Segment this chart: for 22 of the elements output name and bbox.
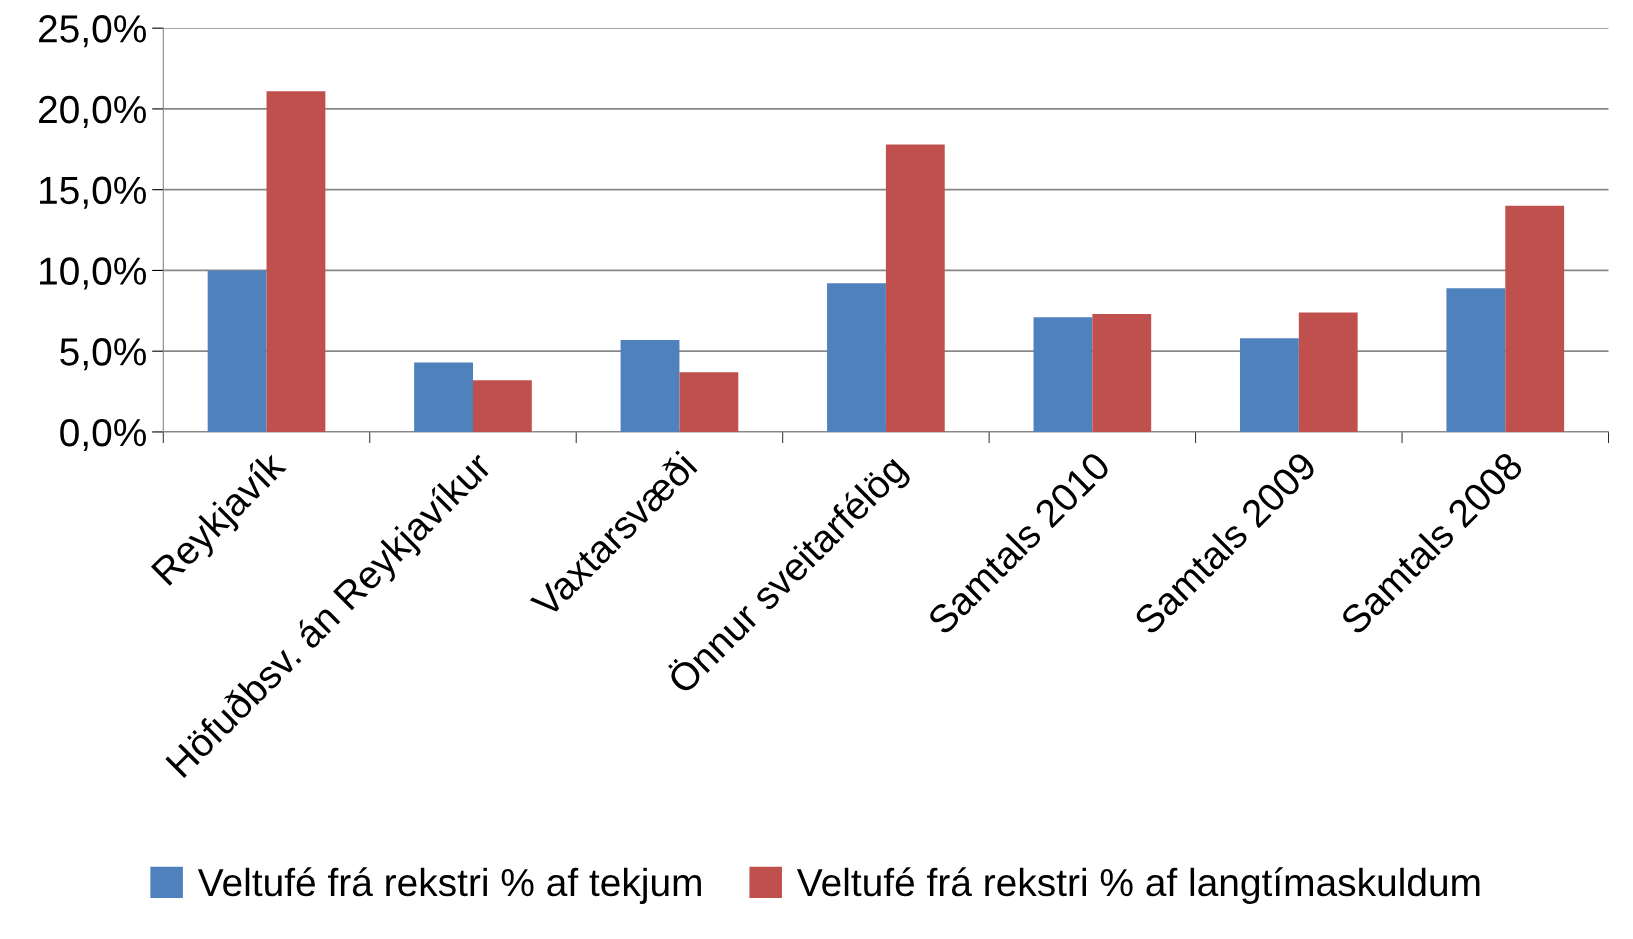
bar — [1092, 314, 1152, 432]
bar — [620, 339, 680, 432]
y-tick-label: 0,0% — [60, 418, 146, 452]
bar — [1446, 288, 1506, 432]
y-tick-label: 20,0% — [39, 95, 146, 128]
bar — [679, 372, 739, 432]
bar — [1239, 338, 1299, 432]
y-tick-label: 15,0% — [40, 176, 146, 209]
legend-label: Veltufé frá rekstri % af tekjum — [197, 867, 701, 904]
bar — [885, 144, 945, 432]
y-tick-label: 25,0% — [39, 15, 146, 48]
bar — [1033, 317, 1093, 432]
bar — [472, 380, 532, 432]
y-tick-label: 5,0% — [60, 338, 146, 371]
legend-label: Veltufé frá rekstri % af langtímaskuldum — [796, 867, 1480, 904]
y-tick-label: 10,0% — [40, 257, 146, 290]
bar — [414, 362, 473, 432]
bar — [1298, 312, 1358, 432]
bar — [266, 91, 326, 432]
bar — [1505, 205, 1565, 432]
bar — [827, 283, 886, 432]
bar — [207, 270, 267, 432]
